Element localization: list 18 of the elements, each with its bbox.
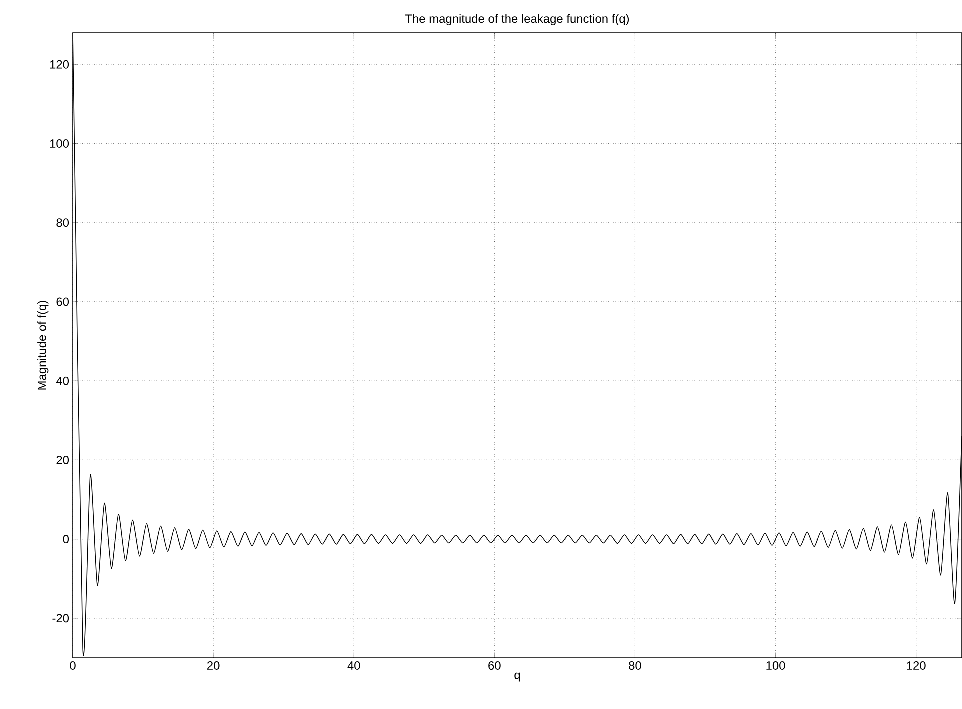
x-tick-label: 120 [907, 662, 926, 670]
y-axis-title: Magnitude of f(q) [38, 301, 49, 390]
y-tick-label: 40 [56, 376, 70, 386]
y-tick-label: 120 [50, 60, 70, 69]
y-tick-label: -20 [52, 614, 70, 623]
x-tick-label: 60 [488, 662, 501, 670]
y-tick-label: 80 [56, 218, 70, 228]
x-tick-label: 80 [629, 662, 642, 670]
x-tick-label: 40 [348, 662, 360, 670]
x-tick-label: 20 [208, 662, 220, 670]
y-tick-label: 0 [63, 535, 70, 544]
y-tick-label: 20 [56, 456, 70, 464]
x-axis-title: q [514, 672, 520, 682]
y-tick-label: 100 [50, 140, 70, 148]
chart-title: The magnitude of the leakage function f(q) [405, 14, 630, 26]
x-tick-label: 0 [70, 662, 76, 670]
y-tick-label: 60 [56, 298, 70, 306]
x-tick-label: 100 [766, 662, 786, 670]
